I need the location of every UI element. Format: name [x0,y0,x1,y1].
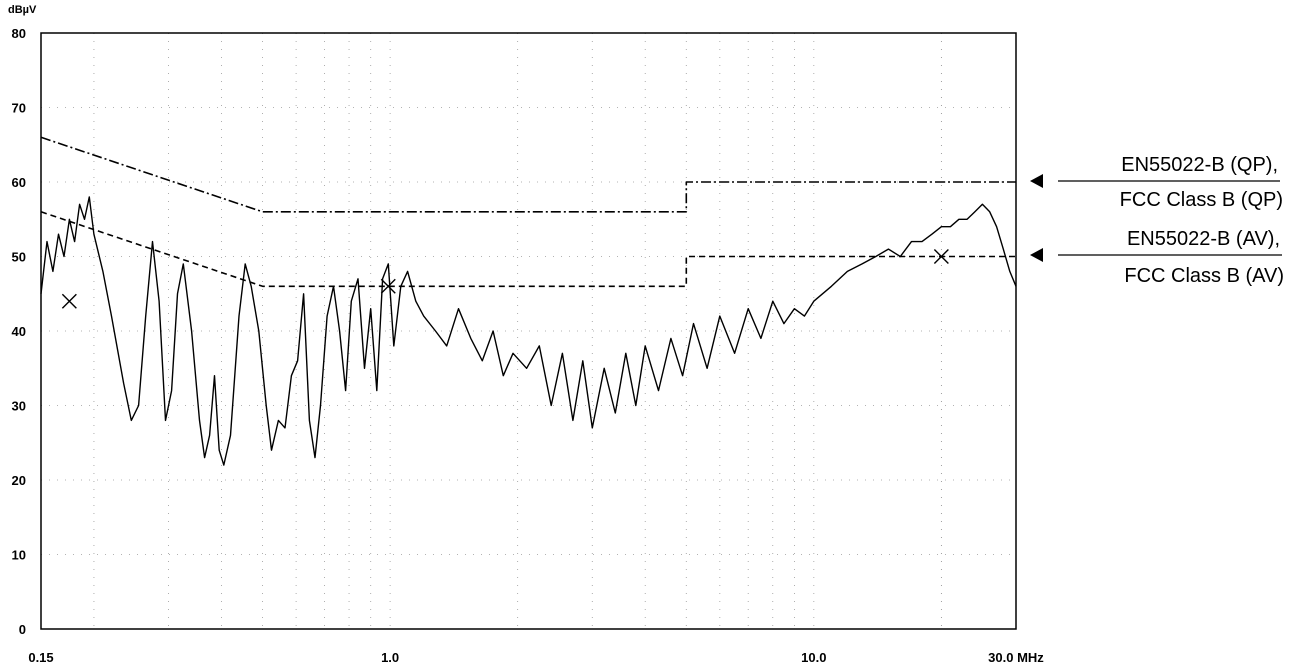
y-tick-label-6: 60 [12,175,26,190]
x-tick-label-2: 10.0 [801,650,826,665]
x-marker-2 [933,249,949,264]
annotation-qp-arrow [1030,174,1043,188]
y-tick-label-7: 70 [12,101,26,116]
annotation-qp-line-1: EN55022-B (QP), [1121,154,1278,176]
emission-trace [40,196,1017,466]
annotation-av: EN55022-B (AV), FCC Class B (AV) [1030,228,1284,287]
annotation-av-arrow [1030,248,1043,262]
annotation-qp-line-2: FCC Class B (QP) [1120,189,1283,211]
annotation-av-line-2: FCC Class B (AV) [1124,265,1284,287]
y-tick-label-2: 20 [12,473,26,488]
y-tick-labels: 0 10 20 30 40 50 60 70 80 [12,26,26,637]
y-tick-label-5: 50 [12,250,26,265]
y-tick-label-1: 10 [12,548,26,563]
annotation-qp: EN55022-B (QP), FCC Class B (QP) [1030,154,1283,211]
x-tick-label-0: 0.15 [28,650,53,665]
series-layer [40,136,1017,466]
plot-frame [40,32,1017,630]
y-tick-label-4: 40 [12,324,26,339]
y-tick-label-8: 80 [12,26,26,41]
x-tick-labels: 0.15 1.0 10.0 30.0 MHz [28,650,1044,665]
x-tick-label-3: 30.0 MHz [988,650,1044,665]
av-limit-line [40,211,1016,288]
qp-limit-line [40,136,1016,213]
marker-layer [61,249,949,309]
y-tick-label-0: 0 [19,622,26,637]
annotation-av-line-1: EN55022-B (AV), [1127,228,1280,250]
y-axis-unit: dBµV [8,4,37,16]
grid [41,32,1016,630]
x-marker-1 [380,278,396,294]
x-tick-label-1: 1.0 [381,650,399,665]
x-marker-0 [61,293,77,309]
y-tick-label-3: 30 [12,399,26,414]
